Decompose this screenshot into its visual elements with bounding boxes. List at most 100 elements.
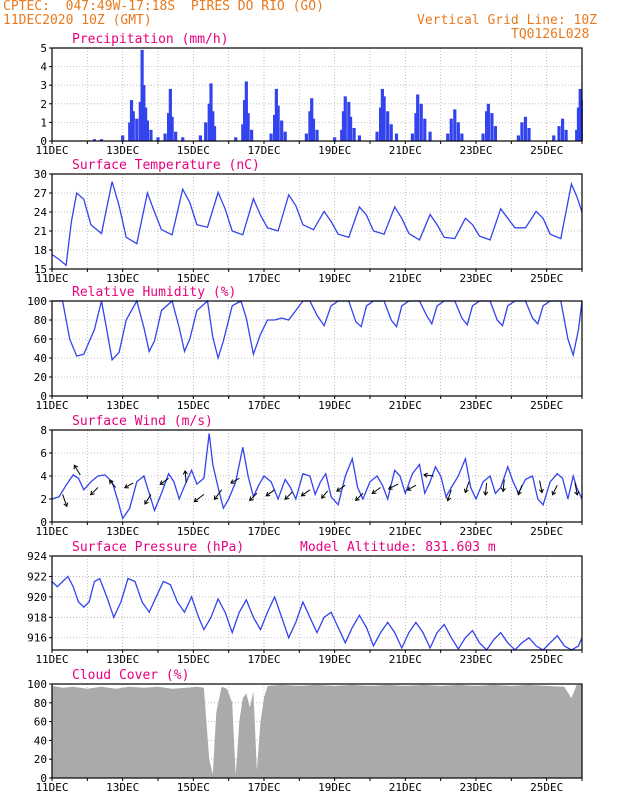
wind-vector bbox=[159, 477, 169, 485]
y-tick-label: 6 bbox=[40, 447, 47, 460]
precip-bar bbox=[244, 81, 248, 141]
y-tick-label: 0 bbox=[40, 772, 47, 785]
precip-bar bbox=[142, 85, 146, 141]
wind-vector-head bbox=[73, 464, 79, 470]
wind-vector-shaft bbox=[321, 490, 328, 499]
wind-vector bbox=[500, 479, 506, 493]
wind-vector bbox=[574, 482, 580, 496]
y-tick-label: 60 bbox=[34, 716, 47, 729]
x-tick-label: 11DEC bbox=[35, 144, 68, 157]
x-tick-label: 19DEC bbox=[318, 399, 351, 412]
wind-vector-head bbox=[355, 496, 360, 502]
x-tick-label: 23DEC bbox=[459, 144, 492, 157]
x-tick-label: 21DEC bbox=[389, 399, 422, 412]
precip-bar bbox=[209, 83, 213, 141]
wind-vector-shaft bbox=[124, 482, 134, 489]
x-tick-label: 17DEC bbox=[247, 399, 280, 412]
precip-bar bbox=[269, 133, 273, 141]
panel-precipitation: 0 1 2 3 4 5 11DEC 13DEC 15DEC 17DEC 19DEC 21DEC 23DE… bbox=[35, 32, 583, 157]
precip-bar bbox=[428, 131, 432, 141]
precip-bar bbox=[379, 107, 383, 141]
wind-vector-shaft bbox=[388, 483, 399, 490]
x-tick-label: 19DEC bbox=[318, 272, 351, 285]
wind-vector-shaft bbox=[371, 487, 381, 494]
temperature-line bbox=[51, 181, 583, 267]
precip-bar bbox=[347, 101, 351, 141]
precip-bar bbox=[273, 114, 277, 141]
x-tick-label: 21DEC bbox=[389, 144, 422, 157]
wind-vector-shaft bbox=[184, 470, 187, 483]
precip-bar bbox=[283, 131, 287, 141]
panel-title: Surface Pressure (hPa) bbox=[72, 540, 244, 555]
wind-vector-shaft bbox=[355, 492, 364, 501]
panel-frame bbox=[51, 555, 583, 651]
wind-vector-shaft bbox=[144, 494, 152, 505]
wind-vector-head bbox=[182, 469, 188, 475]
panel-frame bbox=[51, 683, 583, 779]
panel-title: Cloud Cover (%) bbox=[72, 668, 189, 683]
wind-vector-head bbox=[387, 485, 393, 490]
wind-vector-head bbox=[423, 472, 428, 478]
precip-bar bbox=[375, 131, 379, 141]
humidity-line bbox=[52, 299, 583, 362]
x-tick-label: 17DEC bbox=[247, 653, 280, 666]
header-station: CPTEC: 047:49W-17:18S PIRES DO RIO (GO) bbox=[3, 0, 324, 14]
wind-vector-shaft bbox=[284, 491, 293, 500]
x-tick-label: 17DEC bbox=[247, 781, 280, 794]
precip-bar bbox=[380, 88, 384, 141]
precip-bar bbox=[357, 135, 361, 141]
y-tick-label: 100 bbox=[27, 295, 47, 308]
wind-vector bbox=[124, 482, 134, 489]
precip-bar bbox=[486, 103, 490, 141]
precip-bar bbox=[207, 103, 211, 141]
precip-bar bbox=[557, 126, 561, 141]
precip-bar bbox=[527, 127, 531, 141]
wind-vector bbox=[371, 487, 381, 495]
y-tick-label: 0 bbox=[40, 516, 47, 529]
wind-vector bbox=[336, 484, 346, 492]
x-tick-label: 15DEC bbox=[177, 653, 210, 666]
wind-vector-shaft bbox=[265, 489, 275, 497]
y-tick-label: 27 bbox=[34, 187, 47, 200]
wind-vector-shaft bbox=[502, 479, 505, 492]
y-tick-label: 1 bbox=[40, 116, 47, 129]
wind-vector-head bbox=[265, 491, 271, 497]
precip-bar bbox=[460, 133, 464, 141]
wind-vector-head bbox=[284, 495, 290, 500]
precip-bar bbox=[131, 111, 135, 141]
precip-bar bbox=[241, 124, 245, 141]
wind-vector-head bbox=[230, 479, 235, 484]
precip-bar bbox=[493, 126, 498, 141]
panel-temperature: 15 18 21 24 27 30 11DEC 13DEC 15DEC 17DEC 19DEC 21D… bbox=[34, 158, 583, 285]
y-tick-label: 15 bbox=[34, 263, 47, 276]
y-tick-label: 100 bbox=[27, 678, 47, 691]
wind-vector-shaft bbox=[517, 485, 523, 495]
wind-vector-head bbox=[321, 494, 326, 499]
x-tick-label: 23DEC bbox=[459, 781, 492, 794]
wind-vector bbox=[213, 489, 223, 501]
y-tick-label: 21 bbox=[34, 225, 47, 238]
wind-vector-shaft bbox=[484, 482, 488, 495]
precip-bar bbox=[423, 118, 427, 141]
wind-vector-shaft bbox=[90, 487, 99, 496]
precip-bar bbox=[308, 111, 312, 141]
panel-pressure: 916 918 920 922 924 11DEC 13DEC 15DEC 17DEC 19DEC… bbox=[27, 540, 583, 666]
precip-bar bbox=[453, 109, 457, 141]
y-tick-label: 60 bbox=[34, 333, 47, 346]
x-tick-label: 23DEC bbox=[459, 272, 492, 285]
wind-vector-shaft bbox=[213, 489, 223, 500]
wind-vector-shaft bbox=[230, 477, 240, 484]
wind-vector-shaft bbox=[62, 494, 68, 507]
precip-bar bbox=[128, 122, 132, 141]
wind-vector bbox=[182, 469, 188, 483]
x-tick-label: 19DEC bbox=[318, 144, 351, 157]
y-tick-label: 20 bbox=[34, 371, 47, 384]
y-tick-label: 0 bbox=[40, 135, 47, 148]
y-tick-label: 30 bbox=[34, 168, 47, 181]
wind-vector bbox=[90, 487, 99, 496]
y-tick-label: 0 bbox=[40, 390, 47, 403]
wind-vector-head bbox=[63, 502, 69, 508]
precip-bar bbox=[280, 120, 284, 141]
precip-bar bbox=[242, 100, 247, 141]
wind-vector bbox=[73, 464, 81, 476]
